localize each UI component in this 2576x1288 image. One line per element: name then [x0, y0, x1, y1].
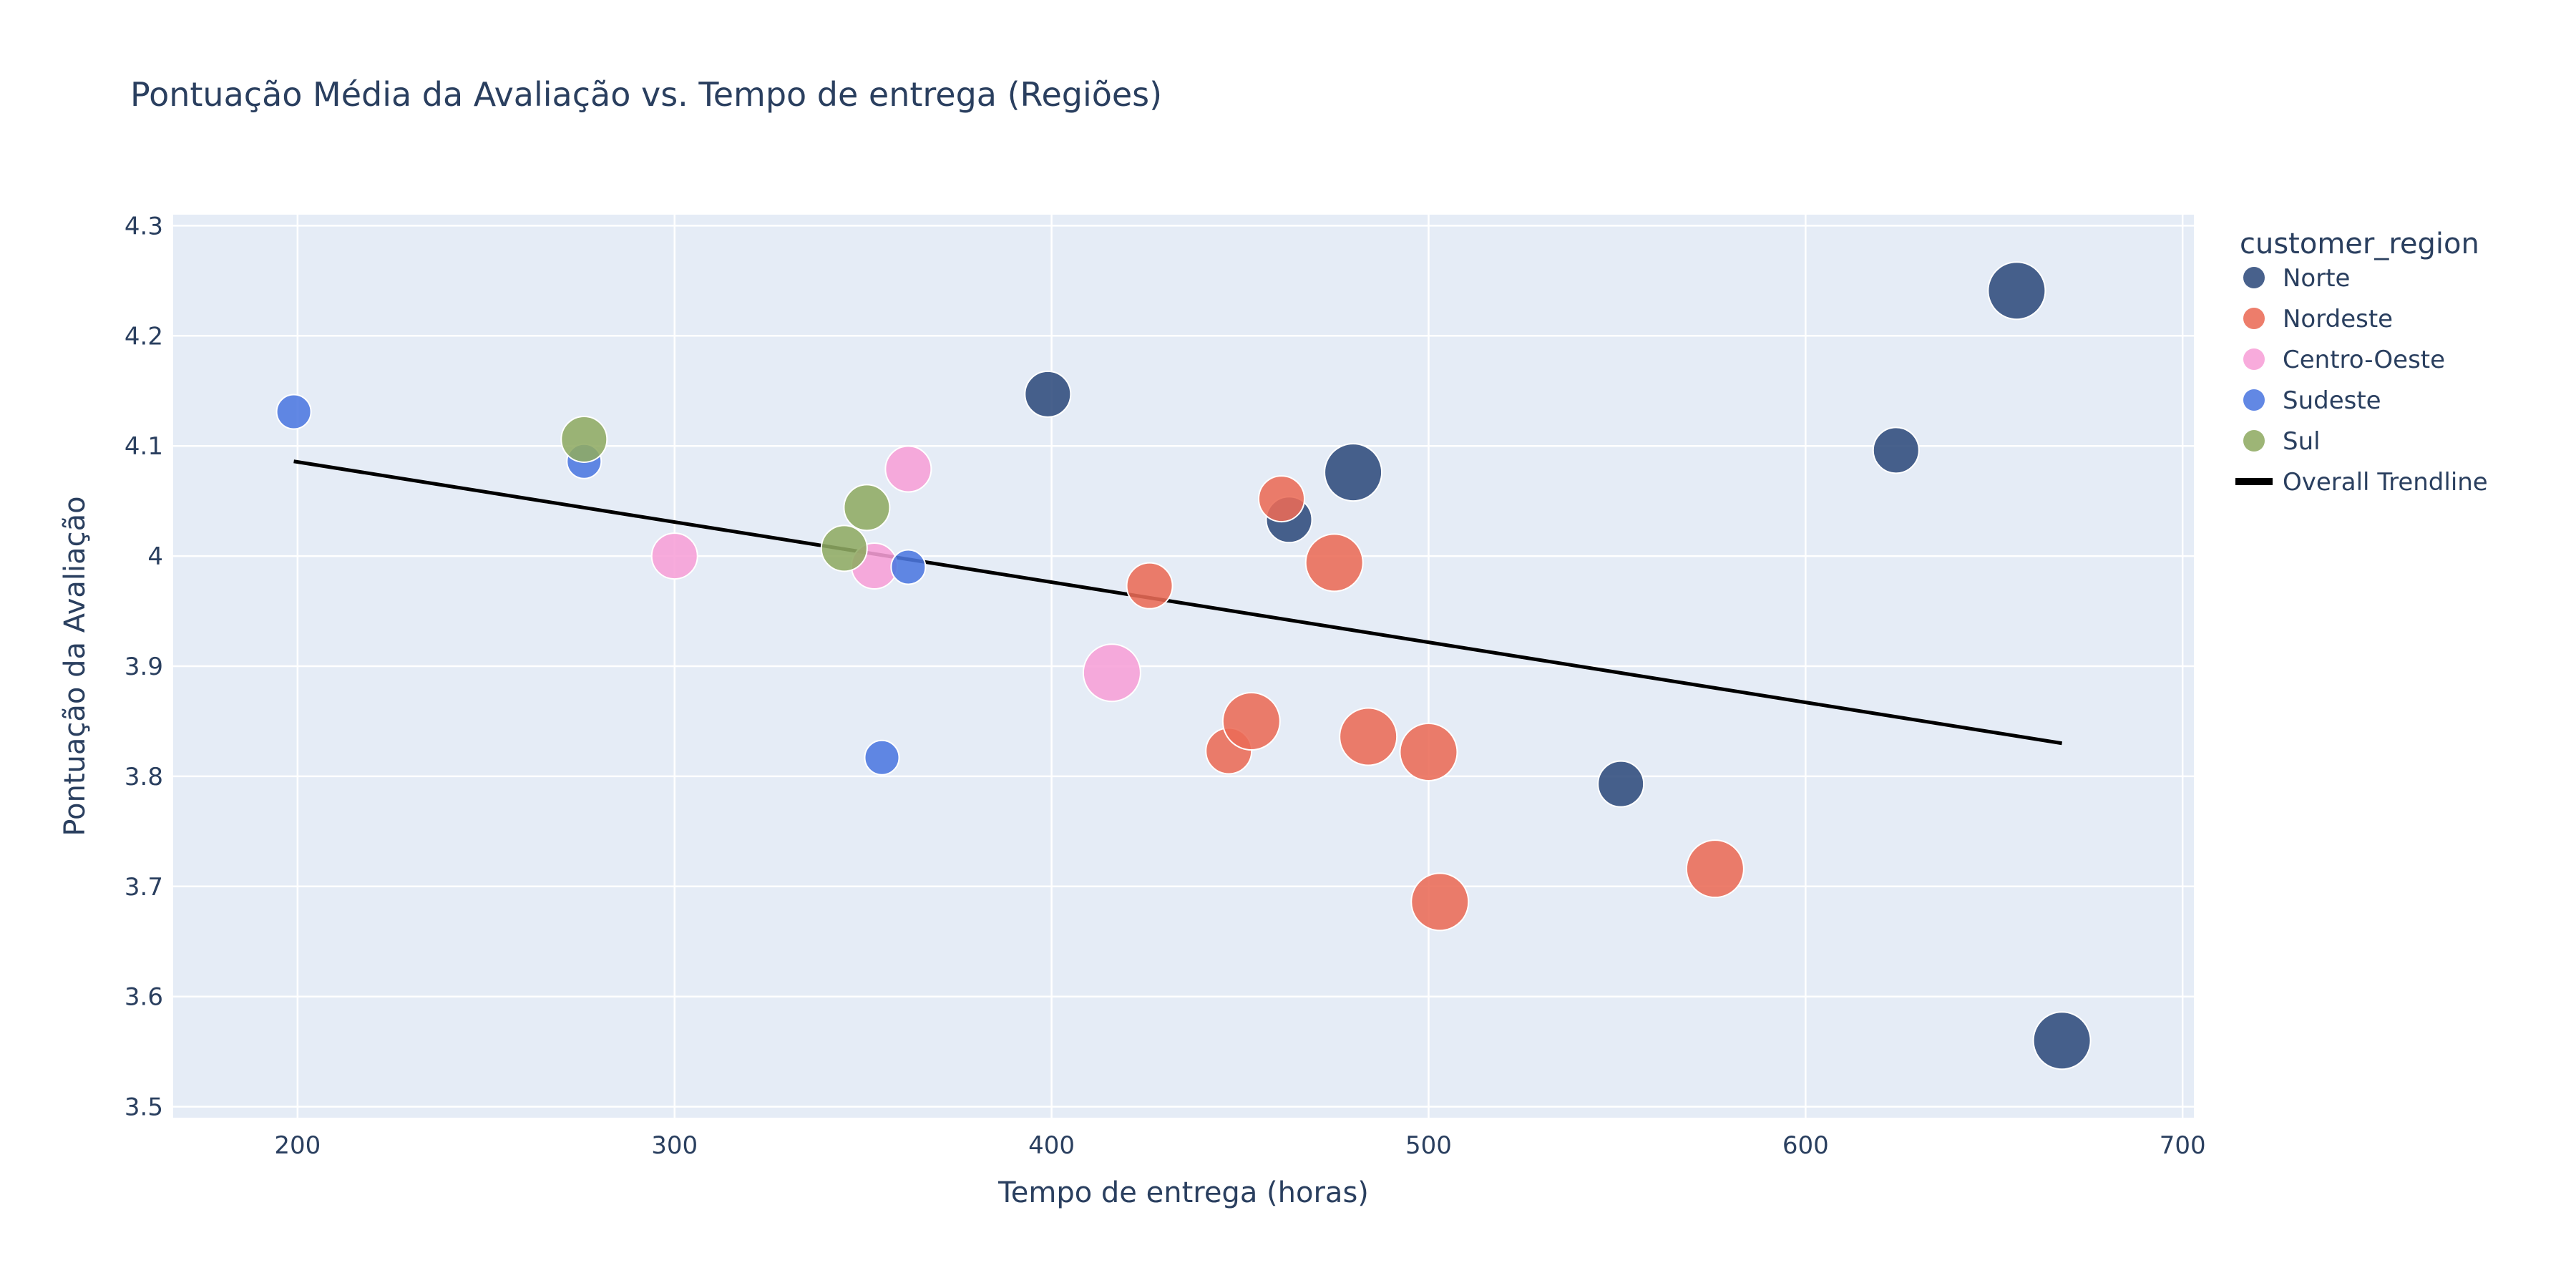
legend-marker-centro-oeste — [2243, 348, 2265, 370]
point-norte — [2032, 1011, 2092, 1070]
legend-label-centro-oeste: Centro-Oeste — [2283, 346, 2445, 374]
point-centro-oeste — [884, 445, 932, 493]
point-norte — [1024, 370, 1072, 418]
legend-label-norte: Norte — [2283, 264, 2350, 293]
point-sudeste — [864, 739, 900, 776]
legend-label-sudeste: Sudeste — [2283, 386, 2381, 415]
legend: customer_region Norte Nordeste Centro-Oest… — [2235, 228, 2488, 497]
x-tick-label: 400 — [1028, 1131, 1075, 1160]
point-nordeste — [1304, 533, 1364, 592]
data-points — [275, 261, 2092, 1070]
chart-title: Pontuação Média da Avaliação vs. Tempo d… — [130, 75, 1162, 114]
y-tick-label: 4.1 — [125, 432, 163, 461]
point-centro-oeste — [1082, 643, 1141, 703]
point-nordeste — [1410, 872, 1470, 932]
x-tick-label: 700 — [2160, 1131, 2206, 1160]
grid-lines — [173, 215, 2194, 1118]
point-nordeste — [1221, 691, 1281, 751]
point-nordeste — [1126, 562, 1174, 610]
point-nordeste — [1685, 839, 1745, 899]
y-tick-label: 4.3 — [125, 212, 163, 240]
y-axis-title: Pontuação da Avaliação — [59, 496, 92, 836]
legend-marker-sul — [2243, 430, 2265, 452]
x-axis-title: Tempo de entrega (horas) — [997, 1176, 1369, 1209]
y-tick-label: 4 — [147, 542, 163, 571]
point-nordeste — [1339, 707, 1398, 766]
point-nordeste — [1399, 723, 1458, 782]
point-sul — [560, 415, 608, 463]
legend-label-sul: Sul — [2283, 427, 2321, 456]
legend-marker-norte — [2243, 267, 2265, 288]
point-sudeste — [275, 394, 312, 430]
x-tick-label: 200 — [274, 1131, 321, 1160]
trendline — [293, 459, 2062, 746]
y-tick-label: 3.5 — [125, 1093, 163, 1122]
legend-label-nordeste: Nordeste — [2283, 305, 2393, 333]
legend-title: customer_region — [2240, 228, 2479, 260]
x-axis-ticks: 200 300 400 500 600 700 — [274, 1131, 2205, 1160]
point-nordeste — [1257, 475, 1305, 523]
point-norte — [1324, 443, 1383, 502]
legend-marker-nordeste — [2243, 308, 2265, 329]
y-tick-label: 3.9 — [125, 653, 163, 681]
trendline-layer — [293, 459, 2062, 746]
x-tick-label: 300 — [651, 1131, 698, 1160]
x-tick-label: 600 — [1782, 1131, 1829, 1160]
y-tick-label: 3.6 — [125, 983, 163, 1012]
point-norte — [1597, 760, 1645, 808]
point-sul — [820, 525, 868, 572]
y-axis-ticks: 3.5 3.6 3.7 3.8 3.9 4 4.1 4.2 4.3 — [125, 212, 163, 1121]
legend-label-trendline: Overall Trendline — [2283, 468, 2488, 497]
legend-marker-sudeste — [2243, 389, 2265, 411]
y-tick-label: 3.7 — [125, 873, 163, 902]
point-sudeste — [890, 549, 927, 585]
point-norte — [1987, 261, 2046, 321]
point-sul — [843, 484, 891, 532]
y-tick-label: 4.2 — [125, 322, 163, 351]
point-norte — [1872, 426, 1920, 474]
point-centro-oeste — [650, 532, 698, 580]
x-tick-label: 500 — [1405, 1131, 1452, 1160]
y-tick-label: 3.8 — [125, 763, 163, 791]
